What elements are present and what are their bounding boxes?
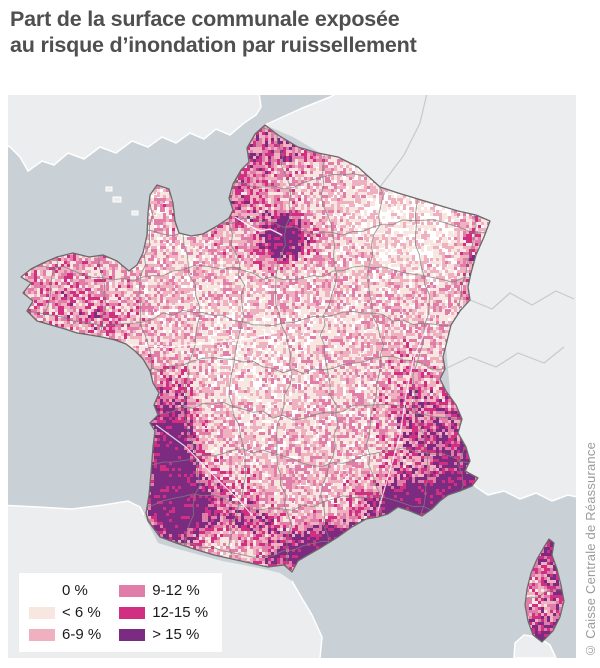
legend-item: > 15 % [119,627,208,642]
legend-swatch-0 [29,584,55,597]
legend-swatch-4 [119,606,146,619]
legend-label: 9-12 % [152,582,200,599]
credit-text: © Caisse Centrale de Réassurance [583,442,598,658]
legend-swatch-5 [119,628,146,641]
legend-swatch-2 [29,628,55,641]
legend-label: > 15 % [152,626,200,643]
legend-swatch-3 [119,584,146,597]
page-title-line1: Part de la surface communale exposée [10,7,400,31]
france-choropleth-map-canvas [8,95,576,658]
legend-label: 0 % [62,582,88,599]
legend-label: 6-9 % [62,626,102,643]
legend-label: 12-15 % [152,604,209,621]
legend-item: 9-12 % [119,583,208,598]
page-title-line2: au risque d’inondation par ruissellement [10,33,417,57]
legend: 0 % < 6 % 6-9 % 9-12 % 12-15 % > 15 % [18,572,224,653]
map-panel: 0 % < 6 % 6-9 % 9-12 % 12-15 % > 15 % [8,95,576,658]
legend-label: < 6 % [62,604,101,621]
legend-item: 12-15 % [119,605,208,620]
legend-item: < 6 % [29,605,101,620]
legend-item: 0 % [29,583,101,598]
legend-swatch-1 [29,606,55,619]
page-title: Part de la surface communale exposée au … [10,6,570,58]
legend-item: 6-9 % [29,627,101,642]
